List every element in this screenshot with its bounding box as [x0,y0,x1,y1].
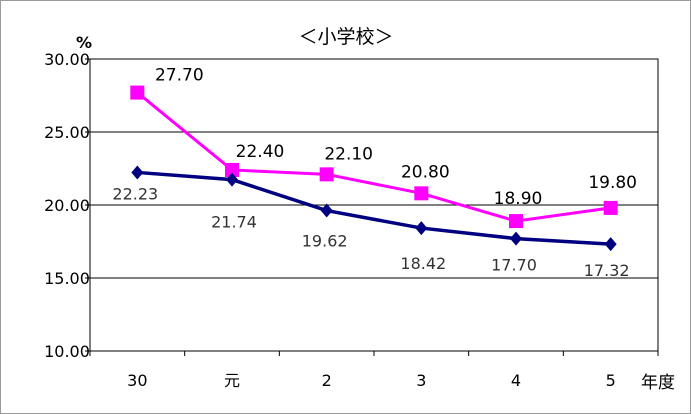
series-1-data-label: 17.32 [584,261,630,280]
series-0-point [319,167,334,182]
series-0-data-label: 22.40 [236,142,285,162]
series-1-point [226,172,238,187]
series-1-point [320,203,333,218]
series-0-data-label: 22.10 [324,144,373,164]
x-tick-label: 2 [322,371,332,390]
series-1-point [604,237,617,252]
series-0-point [509,214,523,229]
x-tick-label: 30 [127,371,147,390]
series-1-point [510,231,522,246]
series-0-data-label: 18.90 [494,189,543,209]
series-1-data-label: 22.23 [112,184,158,203]
series-1-data-label: 19.62 [302,232,348,251]
y-tick-label: 20.00 [44,196,90,215]
x-tick-label: 4 [511,371,521,390]
series-1-point [131,165,144,180]
x-tick-label: 5 [606,371,616,390]
y-tick-label: 10.00 [44,342,90,361]
chart-title: ＜小学校＞ [298,26,393,48]
x-tick-label: 元 [224,371,240,390]
series-0-data-label: 27.70 [155,66,204,86]
x-tick-label: 3 [416,371,426,390]
series-1-point [415,221,428,236]
series-0-data-label: 19.80 [588,173,637,193]
series-1-data-label: 21.74 [211,213,257,232]
series-1-line [137,170,611,246]
series-1-data-label: 18.42 [400,254,446,273]
series-1-data-label: 17.70 [491,256,537,275]
series-0-point [414,186,429,201]
y-axis-unit-label: % [76,33,92,52]
series-0-data-label: 20.80 [401,162,450,182]
series-0-line [136,91,611,223]
y-tick-label: 25.00 [44,123,90,142]
series-0-point [225,162,239,177]
series-0-point [603,200,618,215]
y-tick-label: 15.00 [44,269,90,288]
x-axis-unit-label: 年度 [641,373,675,393]
y-tick-label: 30.00 [44,50,90,69]
series-0-point [130,85,145,100]
